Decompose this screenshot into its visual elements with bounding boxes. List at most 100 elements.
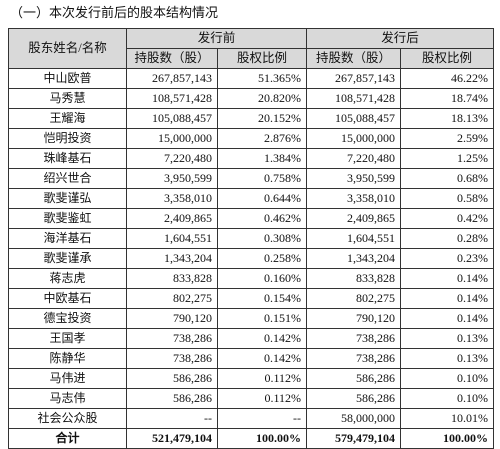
- share-table: 股东姓名/名称 发行前 发行后 持股数（股） 股权比例 持股数（股） 股权比例 中山欧…: [8, 28, 495, 449]
- cell: 3,950,599: [306, 168, 402, 189]
- cell: 0.68%: [400, 168, 495, 189]
- cell: 0.14%: [400, 268, 495, 289]
- cell: 586,286: [306, 368, 402, 389]
- cell: --: [126, 408, 218, 429]
- cell: 0.154%: [216, 288, 308, 309]
- cell: 586,286: [126, 388, 218, 409]
- table-row: 歌斐谨承 1,343,204 0.258% 1,343,204 0.23%: [8, 248, 495, 269]
- table-row: 马伟进 586,286 0.112% 586,286 0.10%: [8, 368, 495, 389]
- cell: 0.10%: [400, 368, 495, 389]
- section-title: （一）本次发行前后的股本结构情况: [10, 6, 219, 21]
- table-row: 王国孝 738,286 0.142% 738,286 0.13%: [8, 328, 495, 349]
- holder-name: 合计: [8, 428, 127, 449]
- cell: 0.151%: [216, 308, 308, 329]
- cell: 0.13%: [400, 348, 495, 369]
- holder-name: 珠峰基石: [8, 148, 127, 169]
- cell: 3,358,010: [126, 188, 218, 209]
- cell: 10.01%: [400, 408, 495, 429]
- table-row: 社会公众股 -- -- 58,000,000 10.01%: [8, 408, 495, 429]
- cell: 267,857,143: [126, 68, 218, 89]
- table-row: 陈静华 738,286 0.142% 738,286 0.13%: [8, 348, 495, 369]
- holder-name: 王国孝: [8, 328, 127, 349]
- table-row: 中山欧普 267,857,143 51.365% 267,857,143 46.22%: [8, 68, 495, 89]
- table-row: 德宝投资 790,120 0.151% 790,120 0.14%: [8, 308, 495, 329]
- cell: 267,857,143: [306, 68, 402, 89]
- table-row: 合计 521,479,104 100.00% 579,479,104 100.00%: [8, 428, 495, 449]
- header-cell: 股东姓名/名称: [8, 28, 127, 69]
- holder-name: 马志伟: [8, 388, 127, 409]
- table-row: 珠峰基石 7,220,480 1.384% 7,220,480 1.25%: [8, 148, 495, 169]
- cell: 0.758%: [216, 168, 308, 189]
- cell: 2,409,865: [126, 208, 218, 229]
- cell: 0.308%: [216, 228, 308, 249]
- header-cell: 发行前: [125, 28, 308, 49]
- cell: 3,358,010: [306, 188, 402, 209]
- cell: 20.820%: [216, 88, 308, 109]
- header-cell: 持股数（股）: [126, 48, 218, 69]
- cell: 3,950,599: [126, 168, 218, 189]
- cell: 0.258%: [216, 248, 308, 269]
- cell: 15,000,000: [126, 128, 218, 149]
- table-row: 海洋基石 1,604,551 0.308% 1,604,551 0.28%: [8, 228, 495, 249]
- cell: 1,604,551: [306, 228, 402, 249]
- cell: 0.23%: [400, 248, 495, 269]
- table-row: 歌斐谨弘 3,358,010 0.644% 3,358,010 0.58%: [8, 188, 495, 209]
- cell: 0.112%: [216, 388, 308, 409]
- cell: 1,343,204: [126, 248, 218, 269]
- table-row: 绍兴世合 3,950,599 0.758% 3,950,599 0.68%: [8, 168, 495, 189]
- cell: 108,571,428: [306, 88, 402, 109]
- cell: 738,286: [126, 328, 218, 349]
- cell: 0.142%: [216, 348, 308, 369]
- cell: 833,828: [306, 268, 402, 289]
- cell: 790,120: [306, 308, 402, 329]
- cell: 18.13%: [400, 108, 495, 129]
- table-row: 蒋志虎 833,828 0.160% 833,828 0.14%: [8, 268, 495, 289]
- cell: 2,409,865: [306, 208, 402, 229]
- holder-name: 恺明投资: [8, 128, 127, 149]
- cell: 0.28%: [400, 228, 495, 249]
- table-row: 中欧基石 802,275 0.154% 802,275 0.14%: [8, 288, 495, 309]
- table-row: 恺明投资 15,000,000 2.876% 15,000,000 2.59%: [8, 128, 495, 149]
- holder-name: 马伟进: [8, 368, 127, 389]
- table-row: 王耀海 105,088,457 20.152% 105,088,457 18.13%: [8, 108, 495, 129]
- table-row: 马志伟 586,286 0.112% 586,286 0.10%: [8, 388, 495, 409]
- holder-name: 马秀慧: [8, 88, 127, 109]
- cell: 7,220,480: [126, 148, 218, 169]
- cell: 521,479,104: [126, 428, 218, 449]
- cell: 0.58%: [400, 188, 495, 209]
- table-row: 歌斐鉴虹 2,409,865 0.462% 2,409,865 0.42%: [8, 208, 495, 229]
- cell: 51.365%: [216, 68, 308, 89]
- cell: 100.00%: [400, 428, 495, 449]
- cell: 1.384%: [216, 148, 308, 169]
- cell: 738,286: [306, 328, 402, 349]
- cell: 0.112%: [216, 368, 308, 389]
- cell: 738,286: [306, 348, 402, 369]
- cell: 0.160%: [216, 268, 308, 289]
- cell: 586,286: [126, 368, 218, 389]
- cell: 833,828: [126, 268, 218, 289]
- cell: 802,275: [306, 288, 402, 309]
- holder-name: 歌斐谨承: [8, 248, 127, 269]
- cell: 15,000,000: [306, 128, 402, 149]
- cell: 790,120: [126, 308, 218, 329]
- cell: 0.142%: [216, 328, 308, 349]
- cell: 2.59%: [400, 128, 495, 149]
- cell: 46.22%: [400, 68, 495, 89]
- cell: 0.14%: [400, 288, 495, 309]
- holder-name: 歌斐鉴虹: [8, 208, 127, 229]
- cell: 1.25%: [400, 148, 495, 169]
- cell: 0.10%: [400, 388, 495, 409]
- cell: 579,479,104: [306, 428, 402, 449]
- cell: 1,343,204: [306, 248, 402, 269]
- cell: 0.42%: [400, 208, 495, 229]
- holder-name: 社会公众股: [8, 408, 127, 429]
- holder-name: 德宝投资: [8, 308, 127, 329]
- cell: 18.74%: [400, 88, 495, 109]
- holder-name: 海洋基石: [8, 228, 127, 249]
- holder-name: 中山欧普: [8, 68, 127, 89]
- table-row: 马秀慧 108,571,428 20.820% 108,571,428 18.74%: [8, 88, 495, 109]
- cell: 58,000,000: [306, 408, 402, 429]
- holder-name: 蒋志虎: [8, 268, 127, 289]
- cell: 100.00%: [216, 428, 308, 449]
- cell: 20.152%: [216, 108, 308, 129]
